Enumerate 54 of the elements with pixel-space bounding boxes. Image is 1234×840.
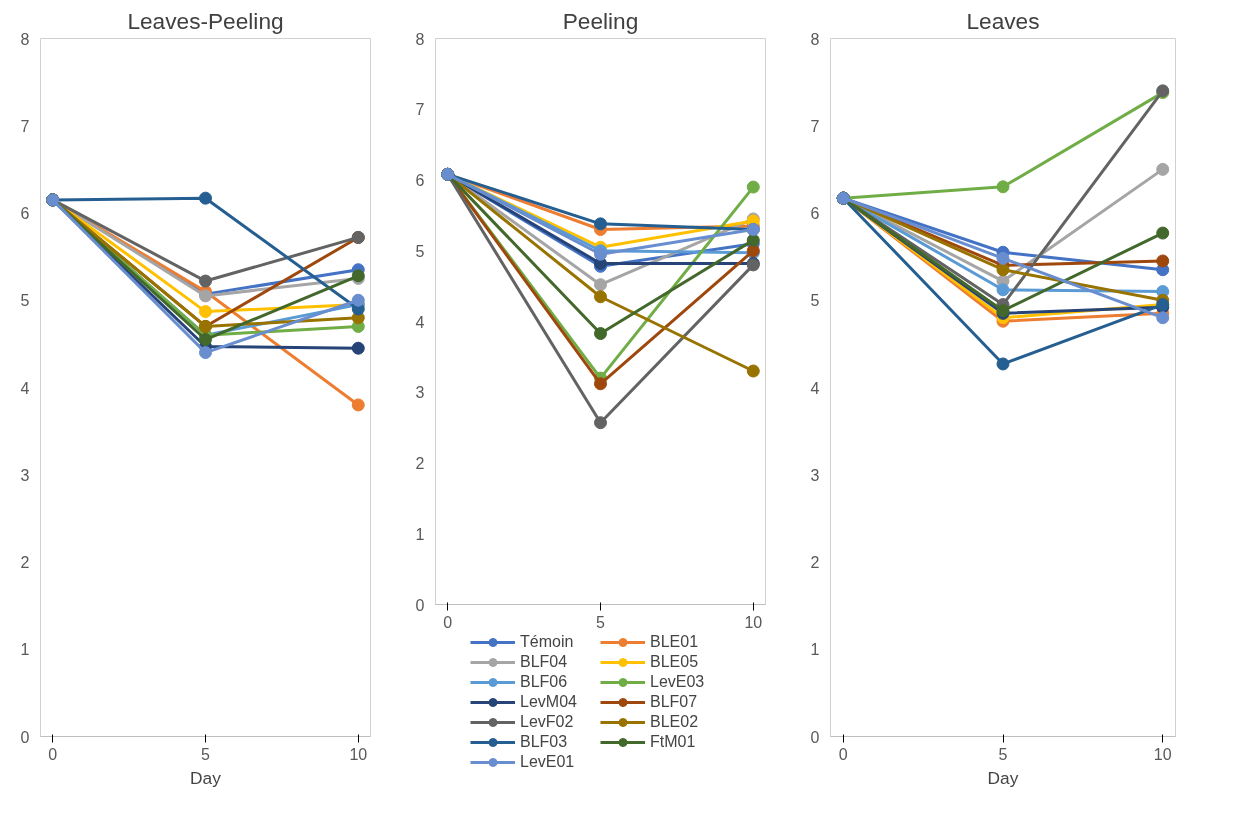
- y-tick-label: 5: [415, 242, 425, 260]
- y-tick-label: 1: [20, 641, 30, 659]
- legend-label: FtM01: [650, 732, 697, 752]
- y-tick-label: 4: [20, 379, 30, 397]
- x-tick-label: 0: [443, 613, 453, 631]
- y-tick-label: 6: [20, 205, 30, 222]
- x-tick-label: 5: [201, 745, 211, 763]
- x-axis-title: Day: [190, 767, 222, 788]
- legend-label: BLF07: [650, 692, 699, 712]
- x-axis-title: Day: [987, 767, 1019, 788]
- chart-title: Peeling: [562, 7, 639, 34]
- y-tick-label: 0: [20, 728, 30, 746]
- y-tick-label: 3: [20, 466, 30, 484]
- y-tick-label: 8: [810, 30, 820, 48]
- x-tick-label: 10: [349, 745, 368, 763]
- legend-label: LevM04: [520, 692, 578, 712]
- chart-title: Leaves-Peeling: [127, 7, 284, 34]
- x-tick-label: 10: [1153, 745, 1172, 763]
- x-tick-label: 0: [838, 745, 848, 763]
- legend-label: BLE01: [650, 632, 700, 652]
- y-tick-label: 2: [20, 554, 30, 571]
- y-tick-label: 6: [810, 205, 820, 222]
- y-tick-label: 8: [20, 30, 30, 48]
- legend-label: BLF03: [520, 732, 569, 752]
- legend-label: BLE05: [650, 652, 700, 672]
- y-tick-label: 4: [415, 313, 425, 331]
- y-tick-label: 3: [415, 384, 425, 402]
- y-tick-label: 1: [415, 525, 425, 543]
- y-tick-label: 1: [810, 641, 820, 659]
- y-tick-label: 7: [20, 117, 30, 135]
- y-tick-label: 7: [810, 117, 820, 135]
- y-tick-label: 2: [810, 554, 820, 571]
- legend-label: Témoin: [520, 632, 575, 652]
- x-tick-label: 10: [744, 613, 763, 631]
- y-tick-label: 5: [810, 292, 820, 310]
- y-tick-label: 0: [415, 596, 425, 614]
- legend-label: BLF06: [520, 672, 569, 692]
- chart-title: Leaves: [966, 7, 1040, 34]
- legend-label: BLF04: [520, 652, 569, 672]
- x-tick-label: 5: [596, 613, 606, 631]
- legend-label: LevF02: [520, 712, 575, 732]
- x-tick-label: 0: [48, 745, 58, 763]
- legend-label: LevE01: [520, 752, 576, 772]
- y-tick-label: 3: [810, 466, 820, 484]
- y-tick-label: 4: [810, 379, 820, 397]
- y-tick-label: 7: [415, 101, 425, 119]
- y-tick-label: 8: [415, 30, 425, 48]
- legend-label: BLE02: [650, 712, 700, 732]
- y-tick-label: 5: [20, 292, 30, 310]
- x-tick-label: 5: [998, 745, 1008, 763]
- y-tick-label: 0: [810, 728, 820, 746]
- y-tick-label: 6: [415, 172, 425, 189]
- legend-label: LevE03: [650, 672, 706, 692]
- y-tick-label: 2: [415, 455, 425, 472]
